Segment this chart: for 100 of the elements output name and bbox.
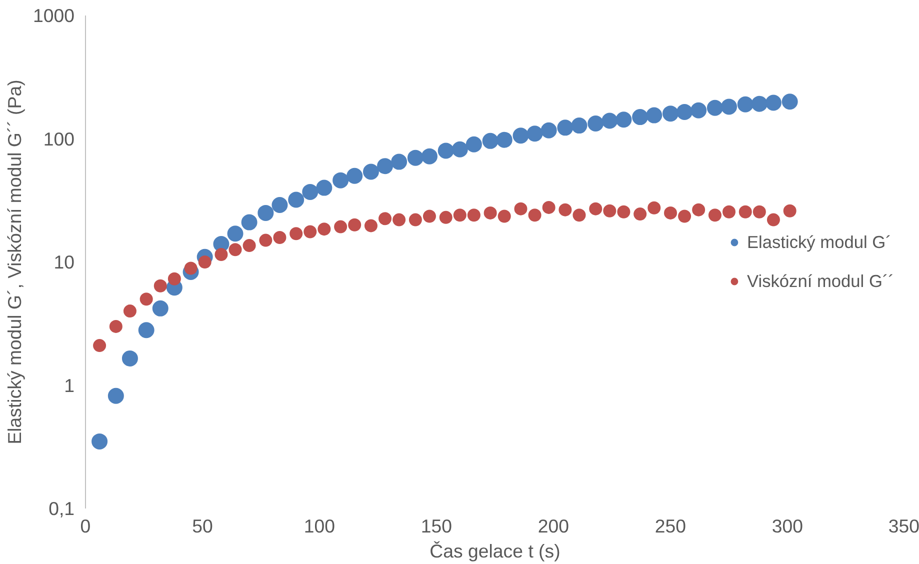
point xyxy=(514,202,528,216)
point xyxy=(168,272,181,286)
point xyxy=(92,433,108,450)
point xyxy=(318,222,331,236)
point xyxy=(304,225,317,238)
point xyxy=(241,214,258,230)
point xyxy=(272,197,288,213)
y-tick-label: 10 xyxy=(54,252,75,272)
point xyxy=(616,112,632,128)
y-tick-label: 1000 xyxy=(32,5,75,26)
x-tick-label: 150 xyxy=(420,516,452,536)
x-tick-label: 0 xyxy=(80,516,91,536)
point xyxy=(721,98,737,115)
point xyxy=(603,204,616,218)
x-tick-label: 100 xyxy=(304,516,336,536)
point xyxy=(422,210,436,223)
point xyxy=(259,234,272,247)
point xyxy=(676,104,693,120)
point xyxy=(316,180,332,196)
point xyxy=(453,208,466,222)
point xyxy=(364,219,378,232)
point xyxy=(634,208,647,221)
point xyxy=(572,208,586,222)
x-axis-title: Čas gelace t (s) xyxy=(430,540,560,562)
point xyxy=(766,213,780,226)
point xyxy=(664,206,677,220)
point xyxy=(452,141,468,158)
point xyxy=(467,208,480,222)
point xyxy=(466,136,482,152)
point xyxy=(632,109,648,126)
point xyxy=(690,102,707,118)
point xyxy=(439,210,452,224)
point xyxy=(93,339,106,352)
point xyxy=(273,231,286,244)
point xyxy=(602,112,618,129)
point xyxy=(108,388,124,404)
point xyxy=(421,148,438,164)
point xyxy=(214,248,228,262)
y-axis-title: Elastický modul G´, Viskózní modul G´´ (Pa) xyxy=(4,80,25,444)
point xyxy=(138,322,154,338)
point xyxy=(198,256,212,268)
point xyxy=(184,262,198,275)
point xyxy=(140,292,153,306)
point xyxy=(737,96,754,112)
point xyxy=(392,213,406,226)
y-tick-label: 100 xyxy=(43,128,75,150)
point xyxy=(708,208,722,222)
point xyxy=(391,154,408,170)
point xyxy=(348,218,362,232)
point xyxy=(438,142,454,159)
point xyxy=(751,96,768,112)
point xyxy=(122,350,138,366)
point xyxy=(738,205,752,218)
point xyxy=(558,203,572,216)
point xyxy=(484,206,497,220)
point xyxy=(242,239,256,252)
point xyxy=(228,243,242,256)
x-tick-label: 250 xyxy=(654,516,686,536)
point xyxy=(646,107,662,124)
y-tick-label: 0,1 xyxy=(48,498,75,519)
point xyxy=(692,203,706,216)
point xyxy=(290,227,303,240)
point xyxy=(377,158,394,174)
point xyxy=(706,100,723,116)
point xyxy=(648,201,661,214)
point xyxy=(662,106,678,122)
point xyxy=(782,94,798,110)
point xyxy=(123,304,136,318)
point xyxy=(512,128,529,144)
x-tick-label: 300 xyxy=(772,516,804,536)
point xyxy=(332,172,349,188)
point xyxy=(482,132,498,149)
point xyxy=(589,202,602,216)
point xyxy=(346,168,363,184)
point xyxy=(362,164,379,180)
point xyxy=(152,300,168,316)
point xyxy=(528,208,542,222)
point xyxy=(752,205,766,218)
point xyxy=(557,120,574,136)
point xyxy=(302,184,318,200)
point xyxy=(588,116,604,132)
point xyxy=(408,213,422,226)
point xyxy=(540,122,557,138)
x-tick-label: 350 xyxy=(888,516,919,536)
point xyxy=(378,212,392,226)
point xyxy=(765,94,782,111)
point xyxy=(496,132,512,148)
point xyxy=(571,118,588,134)
point xyxy=(407,150,424,166)
x-tick-label: 200 xyxy=(538,516,570,536)
point xyxy=(617,205,630,218)
point xyxy=(258,204,274,221)
legend-label: Viskózní modul G´´ xyxy=(746,270,894,292)
point xyxy=(542,200,556,214)
point xyxy=(783,204,796,218)
point xyxy=(288,192,304,208)
x-tick-label: 50 xyxy=(192,516,213,536)
point xyxy=(334,220,348,234)
point xyxy=(109,320,122,333)
point xyxy=(154,279,167,292)
